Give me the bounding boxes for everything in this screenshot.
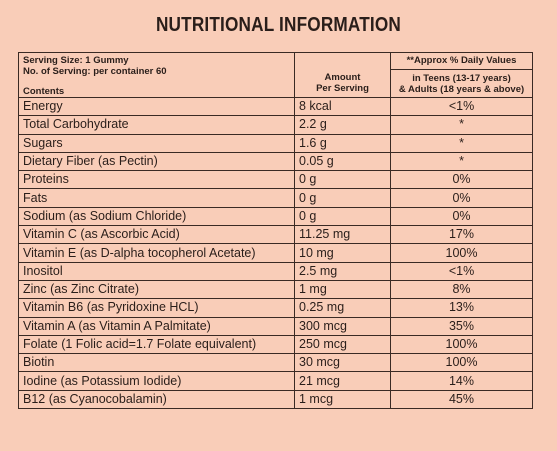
amount-cell: 2.2 g: [294, 115, 391, 135]
daily-value-cell: 0%: [390, 206, 533, 227]
amount-cell: 250 mcg: [294, 334, 391, 355]
nutrition-table: Serving Size: 1 Gummy No. of Serving: pe…: [18, 52, 533, 410]
header-amount-cell: Amount Per Serving: [294, 52, 391, 98]
header-contents-cell: Serving Size: 1 Gummy No. of Serving: pe…: [18, 52, 295, 98]
daily-value-cell: *: [390, 115, 533, 135]
nutrient-name-cell: Energy: [18, 96, 295, 117]
amount-cell: 0.25 mg: [294, 298, 391, 318]
amount-cell: 1 mcg: [294, 389, 391, 410]
table-row: Sodium (as Sodium Chloride) 0 g 0%: [18, 206, 533, 227]
daily-value-teens-label: in Teens (13-17 years): [412, 73, 511, 84]
amount-cell: 21 mcg: [294, 371, 391, 391]
nutrient-name-cell: Fats: [18, 188, 295, 208]
nutrient-name-cell: Folate (1 Folic acid=1.7 Folate equivale…: [18, 334, 295, 355]
amount-cell: 1.6 g: [294, 133, 391, 153]
table-row: Iodine (as Potassium Iodide) 21 mcg 14%: [18, 371, 533, 391]
table-row: Inositol 2.5 mg <1%: [18, 261, 533, 281]
daily-value-cell: 100%: [390, 353, 533, 373]
nutrient-name-cell: Inositol: [18, 261, 295, 281]
amount-cell: 0 g: [294, 170, 391, 190]
table-row: Total Carbohydrate 2.2 g *: [18, 115, 533, 135]
table-row: Dietary Fiber (as Pectin) 0.05 g *: [18, 151, 533, 172]
table-row: Sugars 1.6 g *: [18, 133, 533, 153]
nutrient-name-cell: Proteins: [18, 170, 295, 190]
table-row: Energy 8 kcal <1%: [18, 96, 533, 117]
amount-label: Amount: [324, 72, 361, 83]
amount-cell: 11.25 mg: [294, 225, 391, 245]
table-row: Folate (1 Folic acid=1.7 Folate equivale…: [18, 334, 533, 355]
amount-cell: 10 mg: [294, 243, 391, 263]
table-row: Vitamin E (as D-alpha tocopherol Acetate…: [18, 243, 533, 263]
daily-value-cell: 45%: [390, 389, 533, 410]
amount-cell: 0 g: [294, 188, 391, 208]
daily-value-cell: 0%: [390, 188, 533, 208]
table-row: Vitamin C (as Ascorbic Acid) 11.25 mg 17%: [18, 225, 533, 245]
amount-cell: 1 mg: [294, 279, 391, 300]
nutrient-name-cell: Vitamin A (as Vitamin A Palmitate): [18, 316, 295, 336]
nutrient-name-cell: Sodium (as Sodium Chloride): [18, 206, 295, 227]
daily-value-cell: <1%: [390, 96, 533, 117]
amount-cell: 0.05 g: [294, 151, 391, 172]
daily-value-cell: 100%: [390, 334, 533, 355]
table-row: Vitamin B6 (as Pyridoxine HCL) 0.25 mg 13%: [18, 298, 533, 318]
amount-cell: 2.5 mg: [294, 261, 391, 281]
nutrient-name-cell: Zinc (as Zinc Citrate): [18, 279, 295, 300]
daily-value-cell: 17%: [390, 225, 533, 245]
daily-value-cell: 35%: [390, 316, 533, 336]
per-serving-label: Per Serving: [316, 83, 369, 94]
header-daily-value-cell: **Approx % Daily Values in Teens (13-17 …: [390, 52, 533, 98]
page-title: NUTRITIONAL INFORMATION: [155, 14, 402, 36]
table-row: Zinc (as Zinc Citrate) 1 mg 8%: [18, 279, 533, 300]
table-row: Biotin 30 mcg 100%: [18, 353, 533, 373]
nutrient-name-cell: Biotin: [18, 353, 295, 373]
serving-size-label: Serving Size: 1 Gummy: [23, 55, 129, 66]
nutrient-name-cell: Dietary Fiber (as Pectin): [18, 151, 295, 172]
table-row: Vitamin A (as Vitamin A Palmitate) 300 mc…: [18, 316, 533, 336]
nutrient-name-cell: Total Carbohydrate: [18, 115, 295, 135]
table-row: Fats 0 g 0%: [18, 188, 533, 208]
nutrient-name-cell: B12 (as Cyanocobalamin): [18, 389, 295, 410]
daily-value-subtitle: in Teens (13-17 years) & Adults (18 year…: [392, 70, 532, 97]
daily-value-cell: *: [390, 133, 533, 153]
amount-cell: 0 g: [294, 206, 391, 227]
nutrient-name-cell: Iodine (as Potassium Iodide): [18, 371, 295, 391]
nutrient-name-cell: Vitamin C (as Ascorbic Acid): [18, 225, 295, 245]
daily-value-cell: 14%: [390, 371, 533, 391]
daily-value-cell: 0%: [390, 170, 533, 190]
nutrient-name-cell: Vitamin E (as D-alpha tocopherol Acetate…: [18, 243, 295, 263]
table-header-row: Serving Size: 1 Gummy No. of Serving: pe…: [18, 52, 533, 98]
daily-value-cell: 8%: [390, 279, 533, 300]
daily-value-cell: <1%: [390, 261, 533, 281]
daily-value-title: **Approx % Daily Values: [391, 54, 532, 70]
table-row: Proteins 0 g 0%: [18, 170, 533, 190]
table-row: B12 (as Cyanocobalamin) 1 mcg 45%: [18, 389, 533, 410]
nutrient-name-cell: Vitamin B6 (as Pyridoxine HCL): [18, 298, 295, 318]
daily-value-adults-label: & Adults (18 years & above): [398, 84, 525, 95]
daily-value-cell: *: [390, 151, 533, 172]
amount-cell: 30 mcg: [294, 353, 391, 373]
servings-per-container-label: No. of Serving: per container 60: [23, 66, 167, 77]
contents-label: Contents: [23, 86, 65, 97]
amount-cell: 8 kcal: [294, 96, 391, 117]
daily-value-cell: 100%: [390, 243, 533, 263]
nutrient-name-cell: Sugars: [18, 133, 295, 153]
daily-value-cell: 13%: [390, 298, 533, 318]
amount-cell: 300 mcg: [294, 316, 391, 336]
